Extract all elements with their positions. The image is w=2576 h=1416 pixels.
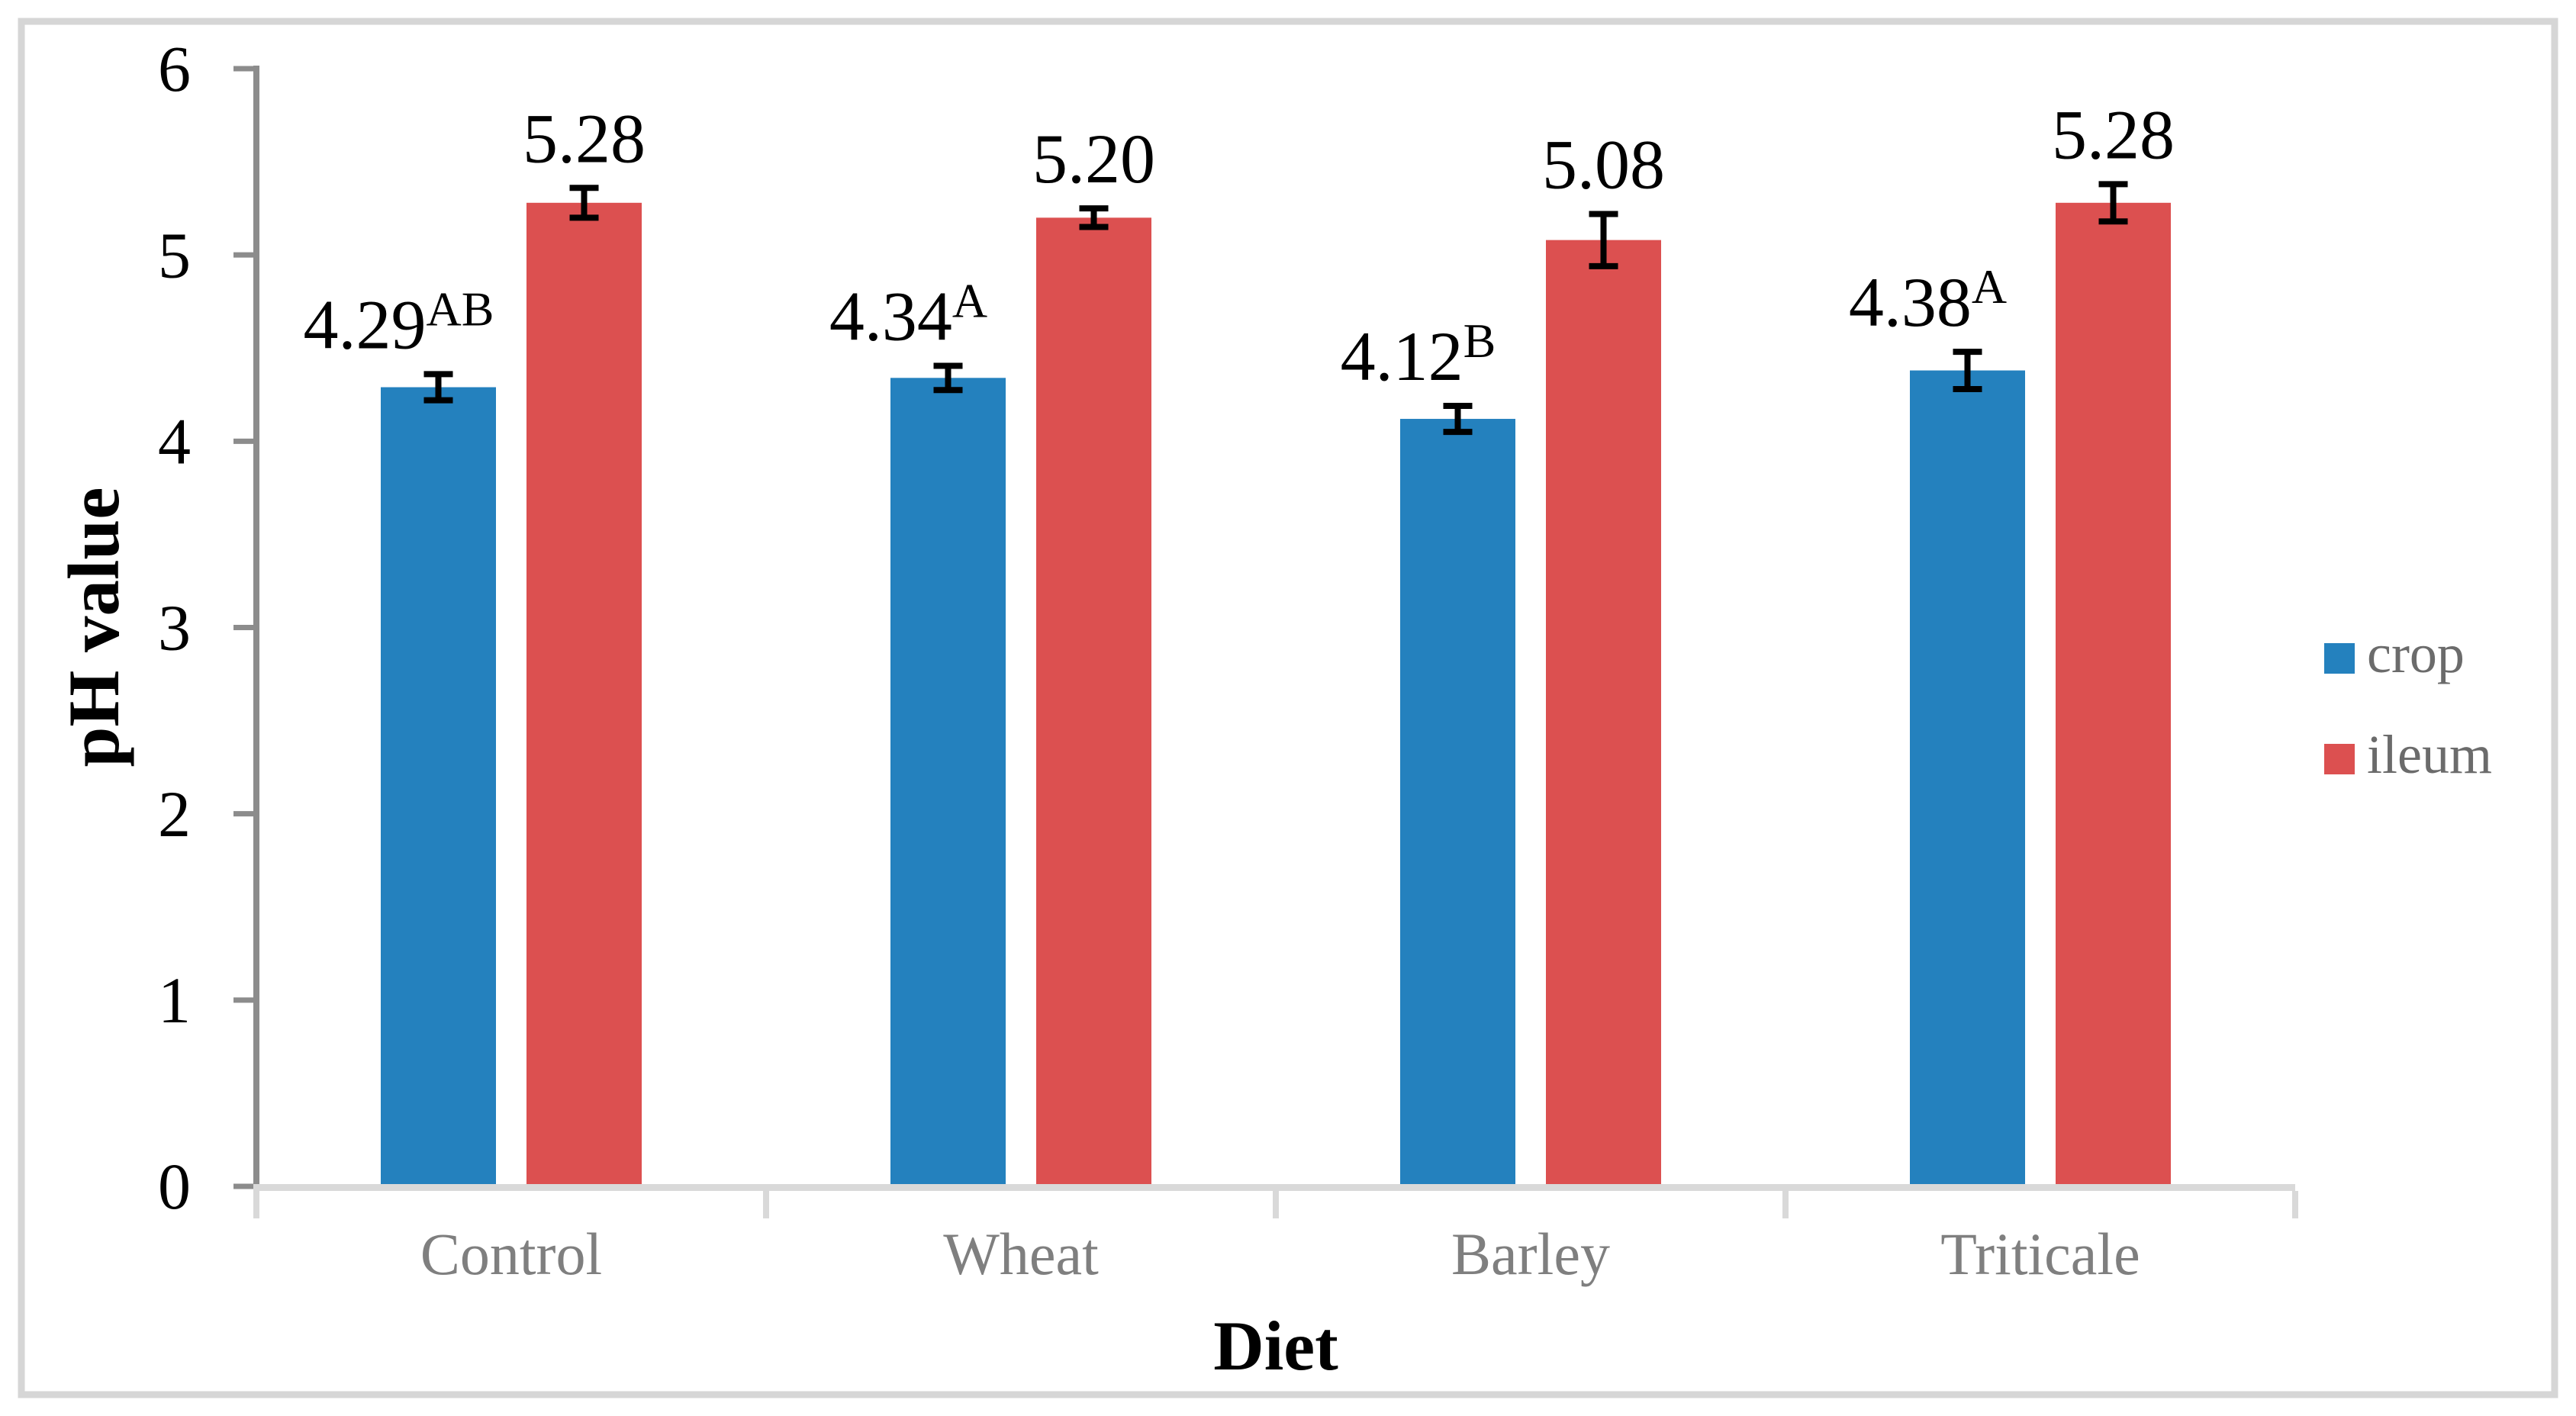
- data-label-superscript: B: [1463, 314, 1496, 368]
- data-label-value: 4.34: [829, 277, 952, 355]
- bar-crop-wheat: [890, 378, 1006, 1189]
- data-label-value: 5.20: [1032, 120, 1155, 198]
- bar-ileum-barley: [1546, 240, 1661, 1189]
- category-label-control: Control: [420, 1221, 602, 1287]
- bar-ileum-control: [526, 202, 642, 1188]
- bar-crop-control: [381, 387, 496, 1188]
- data-label-value: 4.38: [1849, 263, 1972, 341]
- error-bar-ileum-wheat: [1079, 205, 1109, 230]
- data-label-crop-triticale: 4.38A: [1849, 259, 2007, 341]
- data-label-ileum-barley: 5.08: [1542, 125, 1665, 203]
- data-label-superscript: A: [952, 273, 987, 327]
- legend-swatch-crop: [2324, 643, 2355, 674]
- error-bar-crop-triticale: [1953, 349, 1982, 392]
- bar-crop-triticale: [1910, 370, 2025, 1188]
- plot-area: 01234564.29AB5.28Control4.34A5.20Wheat4.…: [158, 32, 2492, 1287]
- category-label-barley: Barley: [1451, 1221, 1610, 1287]
- data-label-ileum-control: 5.28: [523, 99, 646, 177]
- data-label-value: 4.29: [304, 285, 427, 363]
- data-label-crop-barley: 4.12B: [1341, 314, 1496, 395]
- bar-crop-barley: [1400, 419, 1515, 1188]
- y-tick-label: 1: [158, 964, 191, 1037]
- bar-ileum-wheat: [1036, 217, 1151, 1188]
- y-tick-label: 5: [158, 218, 191, 291]
- legend-label-ileum: ileum: [2367, 724, 2492, 785]
- data-label-value: 5.28: [2052, 95, 2175, 173]
- error-bar-crop-wheat: [933, 362, 963, 394]
- error-bar-crop-control: [423, 371, 453, 404]
- error-bar-ileum-triticale: [2098, 181, 2128, 225]
- legend-label-crop: crop: [2367, 623, 2465, 684]
- data-label-ileum-wheat: 5.20: [1032, 120, 1155, 198]
- data-label-superscript: A: [1972, 259, 2007, 314]
- x-axis-title: Diet: [1213, 1307, 1338, 1385]
- data-label-value: 5.08: [1542, 125, 1665, 203]
- data-label-ileum-triticale: 5.28: [2052, 95, 2175, 173]
- error-bar-crop-barley: [1443, 402, 1473, 436]
- y-tick-label: 4: [158, 405, 191, 478]
- error-bar-ileum-control: [569, 185, 599, 221]
- category-label-triticale: Triticale: [1940, 1221, 2140, 1287]
- y-axis-title: pH value: [53, 488, 134, 768]
- y-tick-label: 2: [158, 777, 191, 851]
- y-tick-label: 3: [158, 591, 191, 665]
- y-tick-label: 0: [158, 1150, 191, 1223]
- error-bar-ileum-barley: [1589, 211, 1618, 269]
- data-label-value: 4.12: [1341, 317, 1463, 395]
- y-tick-label: 6: [158, 32, 191, 105]
- bar-ileum-triticale: [2056, 202, 2171, 1188]
- category-label-wheat: Wheat: [943, 1221, 1099, 1287]
- data-label-crop-wheat: 4.34A: [829, 273, 987, 355]
- figure-frame: [18, 18, 2558, 1398]
- legend-swatch-ileum: [2324, 744, 2355, 774]
- data-label-superscript: AB: [427, 282, 494, 336]
- data-label-value: 5.28: [523, 99, 646, 177]
- data-label-crop-control: 4.29AB: [304, 282, 494, 363]
